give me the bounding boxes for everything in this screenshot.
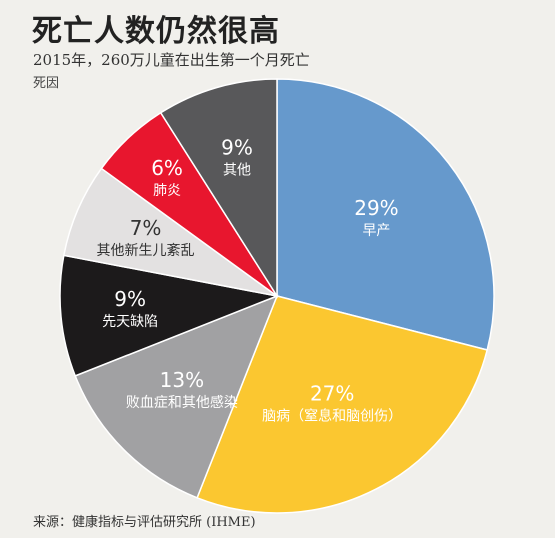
slice-label-2: 脑病（窒息和脑创伤） <box>262 407 402 424</box>
chart-subtitle: 2015年，260万儿童在出生第一个月死亡 <box>33 51 310 69</box>
slice-label-6: 肺炎 <box>153 183 181 199</box>
slice-percent-2: 27% <box>310 381 354 405</box>
source-note: 来源：健康指标与评估研究所 (IHME) <box>33 515 256 530</box>
pie-slice-4 <box>59 254 280 377</box>
slice-percent-7: 9% <box>221 135 253 159</box>
slice-percent-4: 9% <box>114 287 146 311</box>
slice-label-4: 先天缺陷 <box>102 314 158 330</box>
chart-title: 死亡人数仍然很高 <box>32 14 280 49</box>
slice-label-7: 其他 <box>223 162 251 178</box>
slice-percent-3: 13% <box>160 368 204 392</box>
slice-percent-1: 29% <box>354 196 398 220</box>
pie-slice-2 <box>196 295 489 514</box>
slice-percent-6: 6% <box>151 156 183 180</box>
pie-slice-7 <box>159 78 278 299</box>
slice-percent-5: 7% <box>130 216 162 240</box>
slice-label-1: 早产 <box>362 223 390 239</box>
slice-label-5: 其他新生儿紊乱 <box>97 242 195 259</box>
unit-label: 死因 <box>33 76 60 91</box>
pie-slice-3 <box>74 294 279 499</box>
pie-slice-1 <box>276 78 495 351</box>
slice-label-3: 败血症和其他感染 <box>126 394 238 411</box>
